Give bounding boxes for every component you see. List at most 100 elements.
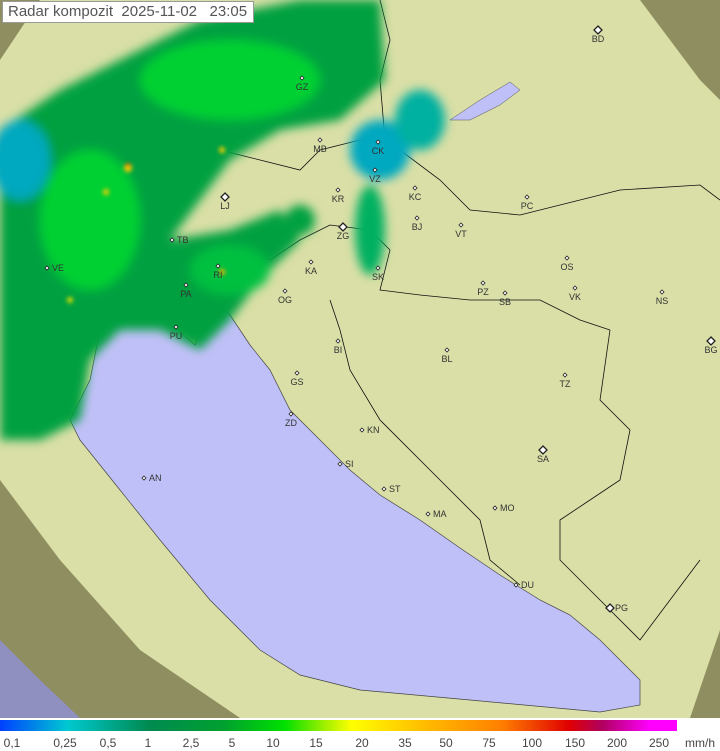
city-label: GS <box>290 377 303 387</box>
city-label: PG <box>615 603 628 613</box>
city-marker-icon <box>337 461 343 467</box>
city-marker-icon <box>562 372 568 378</box>
city-marker-icon <box>444 347 450 353</box>
city-label: ZD <box>285 418 297 428</box>
city-marker-icon <box>359 427 365 433</box>
city-label: PA <box>180 289 191 299</box>
city-si: SI <box>337 459 354 469</box>
city-tb: TB <box>169 235 189 245</box>
city-marker-icon <box>492 505 498 511</box>
city-label: TZ <box>560 379 571 389</box>
city-bi: BI <box>334 338 342 355</box>
city-label: VZ <box>369 174 381 184</box>
tyrrhenian-sea <box>0 640 80 718</box>
legend-label: 150 <box>564 736 586 750</box>
map-title: Radar kompozit 2025-11-02 23:05 <box>2 1 255 23</box>
city-label: BL <box>441 354 452 364</box>
city-label: ST <box>389 484 401 494</box>
city-label: KA <box>305 266 317 276</box>
city-pc: PC <box>521 194 534 211</box>
city-marker-icon <box>412 185 418 191</box>
city-mb: MB <box>313 137 327 154</box>
city-label: BD <box>592 34 605 44</box>
capital-marker-icon <box>593 25 603 35</box>
city-marker-icon <box>317 137 323 143</box>
city-zg: ZG <box>337 222 350 241</box>
city-label: SK <box>372 272 384 282</box>
city-sa: SA <box>537 445 549 464</box>
city-label: OG <box>278 295 292 305</box>
city-ck: CK <box>372 139 385 156</box>
city-marker-icon <box>372 167 378 173</box>
city-bg: BG <box>704 336 718 355</box>
city-label: VT <box>455 229 467 239</box>
city-lj: LJ <box>220 192 230 211</box>
city-label: CK <box>372 146 385 156</box>
legend-label: 20 <box>355 736 369 750</box>
city-tz: TZ <box>560 372 571 389</box>
legend-unit: mm/h <box>685 736 715 750</box>
city-marker-icon <box>425 511 431 517</box>
city-label: NS <box>656 296 669 306</box>
city-marker-icon <box>564 255 570 261</box>
precipitation-heavy <box>67 147 225 303</box>
city-marker-icon <box>414 215 420 221</box>
city-marker-icon <box>215 263 221 269</box>
city-an: AN <box>141 473 162 483</box>
title-label: Radar kompozit <box>8 3 114 20</box>
legend-label: 200 <box>606 736 628 750</box>
city-label: BJ <box>412 222 423 232</box>
city-vt: VT <box>455 222 467 239</box>
legend-label: 0,1 <box>3 736 21 750</box>
legend-label: 10 <box>266 736 280 750</box>
legend-label: 0,25 <box>53 736 77 750</box>
city-marker-icon <box>308 259 314 265</box>
city-marker-icon <box>659 289 665 295</box>
legend-label: 250 <box>648 736 670 750</box>
legend-label: 1 <box>144 736 152 750</box>
radar-map[interactable]: GZ BD MB CK VZ KR KC LJ PC BJ VT ZG TB VE KA OS SK RI PA PZ… <box>0 0 720 718</box>
city-bd: BD <box>592 25 605 44</box>
city-ka: KA <box>305 259 317 276</box>
legend-label: 50 <box>439 736 453 750</box>
city-marker-icon <box>513 582 519 588</box>
city-kc: KC <box>409 185 422 202</box>
city-label: SB <box>499 297 511 307</box>
city-marker-icon <box>141 475 147 481</box>
city-markers: GZ BD MB CK VZ KR KC LJ PC BJ VT ZG TB VE KA OS SK RI PA PZ… <box>44 25 718 613</box>
legend-label: 35 <box>398 736 412 750</box>
city-label: ZG <box>337 231 350 241</box>
precipitation-color-scale <box>0 720 677 731</box>
city-marker-icon <box>524 194 530 200</box>
city-label: KC <box>409 192 422 202</box>
city-vk: VK <box>569 285 581 302</box>
city-ve: VE <box>44 263 64 273</box>
city-marker-icon <box>375 139 381 145</box>
city-vz: VZ <box>369 167 381 184</box>
title-date: 2025-11-02 <box>121 3 198 20</box>
city-marker-icon <box>183 282 189 288</box>
legend-label: 100 <box>521 736 543 750</box>
city-label: VE <box>52 263 64 273</box>
city-marker-icon <box>458 222 464 228</box>
city-pz: PZ <box>477 280 489 297</box>
city-marker-icon <box>169 237 175 243</box>
city-pg: PG <box>605 603 628 613</box>
city-gz: GZ <box>296 75 309 92</box>
city-label: OS <box>560 262 573 272</box>
city-gs: GS <box>290 370 304 387</box>
capital-marker-icon <box>605 603 615 613</box>
legend-label: 75 <box>482 736 496 750</box>
city-marker-icon <box>282 288 288 294</box>
legend-label: 5 <box>228 736 236 750</box>
legend-label: 2,5 <box>182 736 200 750</box>
city-sk: SK <box>372 265 384 282</box>
city-label: PU <box>170 331 183 341</box>
city-label: AN <box>149 473 162 483</box>
city-bj: BJ <box>412 215 423 232</box>
legend-label: 15 <box>309 736 323 750</box>
city-marker-icon <box>173 324 179 330</box>
city-marker-icon <box>335 187 341 193</box>
city-ns: NS <box>656 289 669 306</box>
city-marker-icon <box>299 75 305 81</box>
